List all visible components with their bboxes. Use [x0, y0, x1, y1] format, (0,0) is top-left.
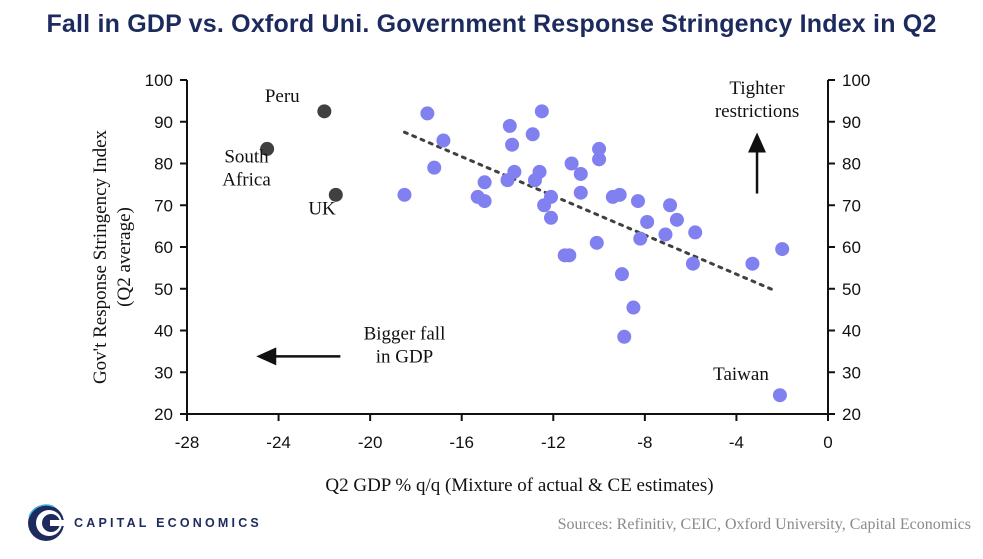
y-tick-label-left: 50	[154, 280, 173, 299]
y-tick-label-right: 70	[842, 196, 861, 215]
scatter-point	[592, 141, 607, 156]
left-arrow-head-icon	[256, 347, 277, 366]
scatter-point	[592, 152, 607, 167]
scatter-point	[436, 133, 451, 148]
scatter-point	[420, 106, 435, 121]
y-tick-label-right: 80	[842, 155, 861, 174]
scatter-point	[573, 185, 588, 200]
scatter-point	[658, 227, 673, 242]
x-tick-label: 0	[823, 433, 832, 452]
scatter-point	[640, 214, 655, 229]
y-tick-label-right: 100	[842, 71, 870, 90]
annotations: South Africa Peru UK Tighter restrictions Bigg…	[222, 78, 799, 385]
y-axis-label: Gov't Response Stringency Index (Q2 avera…	[90, 129, 135, 384]
scatter-point	[772, 388, 787, 403]
scatter-point	[525, 127, 540, 142]
scatter-point	[477, 175, 492, 190]
logo-text: CAPITAL ECONOMICS	[74, 516, 262, 530]
y-tick-label-left: 70	[154, 196, 173, 215]
scatter-point	[507, 164, 522, 179]
scatter-point	[573, 166, 588, 181]
scatter-point	[564, 156, 579, 171]
point-label: South Africa	[222, 147, 271, 191]
capital-economics-logo: CAPITAL ECONOMICS	[26, 503, 262, 543]
y-tick-label-right: 60	[842, 238, 861, 257]
chart-title: Fall in GDP vs. Oxford Uni. Government R…	[46, 10, 937, 38]
y-axis-label-line: Gov't Response Stringency Index	[90, 129, 111, 384]
scatter-point	[685, 256, 700, 271]
scatter-point	[589, 235, 604, 250]
scatter-point	[614, 267, 629, 282]
scatter-point	[669, 212, 684, 227]
highlight-point	[328, 187, 343, 202]
x-tick-label: -16	[449, 433, 474, 452]
scatter-point	[543, 189, 558, 204]
point-label: Peru	[265, 86, 300, 107]
logo-mark-icon	[27, 504, 66, 542]
scatter-point	[688, 225, 703, 240]
scatter-point	[626, 300, 641, 315]
scatter-point	[534, 104, 549, 119]
trend-line-group	[402, 130, 777, 293]
x-tick-label: -8	[637, 433, 652, 452]
scatter-point	[633, 231, 648, 246]
y-tick-label-right: 90	[842, 113, 861, 132]
y-tick-label-left: 90	[154, 113, 173, 132]
scatter-point	[543, 210, 558, 225]
y-tick-label-right: 40	[842, 322, 861, 341]
scatter-point	[745, 256, 760, 271]
source-note: Sources: Refinitiv, CEIC, Oxford Univers…	[557, 516, 971, 533]
scatter-point	[532, 164, 547, 179]
y-tick-label-right: 20	[842, 405, 861, 424]
annotation-taiwan: Taiwan	[713, 364, 769, 385]
highlight-point	[260, 141, 275, 156]
y-tick-label-left: 100	[145, 71, 173, 90]
x-tick-label: -28	[175, 433, 200, 452]
scatter-point	[505, 137, 520, 152]
y-tick-label-left: 20	[154, 405, 173, 424]
scatter-point	[612, 187, 627, 202]
point-label: UK	[308, 198, 336, 219]
scatter-point	[427, 160, 442, 175]
scatter-point	[397, 187, 412, 202]
y-tick-label-right: 50	[842, 280, 861, 299]
scatter-point	[617, 329, 632, 344]
highlight-point	[317, 104, 332, 119]
up-arrow-head-icon	[748, 132, 767, 153]
x-tick-label: -12	[541, 433, 566, 452]
y-axis-label-line: (Q2 average)	[114, 207, 135, 307]
annotation-tighter-restrictions: Tighter restrictions	[715, 78, 799, 122]
y-tick-label-right: 30	[842, 363, 861, 382]
data-points	[260, 104, 790, 403]
y-tick-label-left: 60	[154, 238, 173, 257]
scatter-point	[502, 118, 517, 133]
scatter-point	[477, 194, 492, 209]
axes: -28 -24 -20 -16 -12 -8 -4 0 20 20 30 30 40 40 50 50 60 60…	[90, 71, 870, 496]
scatter-point	[775, 242, 790, 257]
y-tick-label-left: 80	[154, 155, 173, 174]
y-tick-label-left: 40	[154, 322, 173, 341]
annotation-bigger-fall: Bigger fall in GDP	[364, 323, 446, 367]
x-tick-label: -4	[729, 433, 744, 452]
x-tick-label: -20	[358, 433, 383, 452]
y-tick-label-left: 30	[154, 363, 173, 382]
x-tick-label: -24	[266, 433, 291, 452]
x-axis-label: Q2 GDP % q/q (Mixture of actual & CE est…	[325, 475, 713, 496]
trend-line	[402, 130, 777, 293]
scatter-point	[630, 194, 645, 209]
scatter-point	[663, 198, 678, 213]
scatter-point	[562, 248, 577, 263]
